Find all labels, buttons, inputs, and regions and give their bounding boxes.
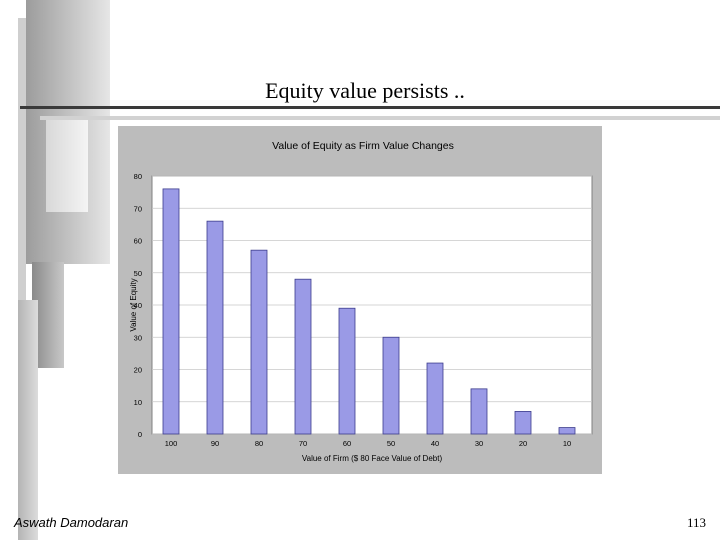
x-tick-label: 80 — [255, 439, 263, 448]
x-tick-labels: 100 90 80 70 60 50 40 30 20 10 — [165, 439, 571, 448]
bar-100 — [162, 188, 180, 435]
y-tick-label: 40 — [134, 301, 142, 310]
decor-block — [46, 118, 88, 212]
bar-90 — [206, 220, 224, 435]
x-tick-label: 20 — [519, 439, 527, 448]
y-tick-label: 80 — [134, 172, 142, 181]
bar-20 — [514, 411, 532, 435]
y-tick-label: 20 — [134, 366, 142, 375]
title-divider-shadow — [40, 116, 720, 120]
bars — [162, 188, 576, 435]
y-tick-label: 30 — [134, 333, 142, 342]
bar-70 — [294, 278, 312, 435]
x-tick-label: 30 — [475, 439, 483, 448]
footer-author: Aswath Damodaran — [14, 515, 129, 530]
y-tick-label: 0 — [138, 430, 142, 439]
x-tick-label: 40 — [431, 439, 439, 448]
y-axis-label: Value of Equity — [129, 278, 138, 331]
chart-title: Value of Equity as Firm Value Changes — [272, 140, 454, 152]
y-tick-label: 50 — [134, 269, 142, 278]
gridlines — [152, 175, 592, 435]
bar-60 — [338, 307, 356, 435]
x-tick-label: 10 — [563, 439, 571, 448]
decor-block — [18, 300, 38, 540]
bar-10 — [558, 427, 576, 435]
x-tick-label: 50 — [387, 439, 395, 448]
page-number: 113 — [686, 515, 706, 530]
y-tick-label: 10 — [134, 398, 142, 407]
bar-40 — [426, 362, 444, 435]
y-tick-label: 60 — [134, 237, 142, 246]
chart-panel: Value of Equity as Firm Value Changes 0 1… — [118, 126, 602, 474]
bar-chart: Value of Equity as Firm Value Changes 0 1… — [129, 140, 593, 463]
bar-30 — [470, 388, 488, 435]
title-divider — [20, 106, 720, 109]
x-axis-label: Value of Firm ($ 80 Face Value of Debt) — [302, 454, 443, 463]
slide-title: Equity value persists .. — [265, 78, 465, 103]
y-tick-labels: 0 10 20 30 40 50 60 70 80 — [134, 172, 142, 439]
y-tick-label: 70 — [134, 204, 142, 213]
x-tick-label: 90 — [211, 439, 219, 448]
bar-80 — [250, 249, 268, 435]
x-tick-label: 100 — [165, 439, 178, 448]
x-tick-label: 70 — [299, 439, 307, 448]
decor-block — [18, 18, 26, 540]
bar-50 — [382, 336, 400, 435]
x-tick-label: 60 — [343, 439, 351, 448]
